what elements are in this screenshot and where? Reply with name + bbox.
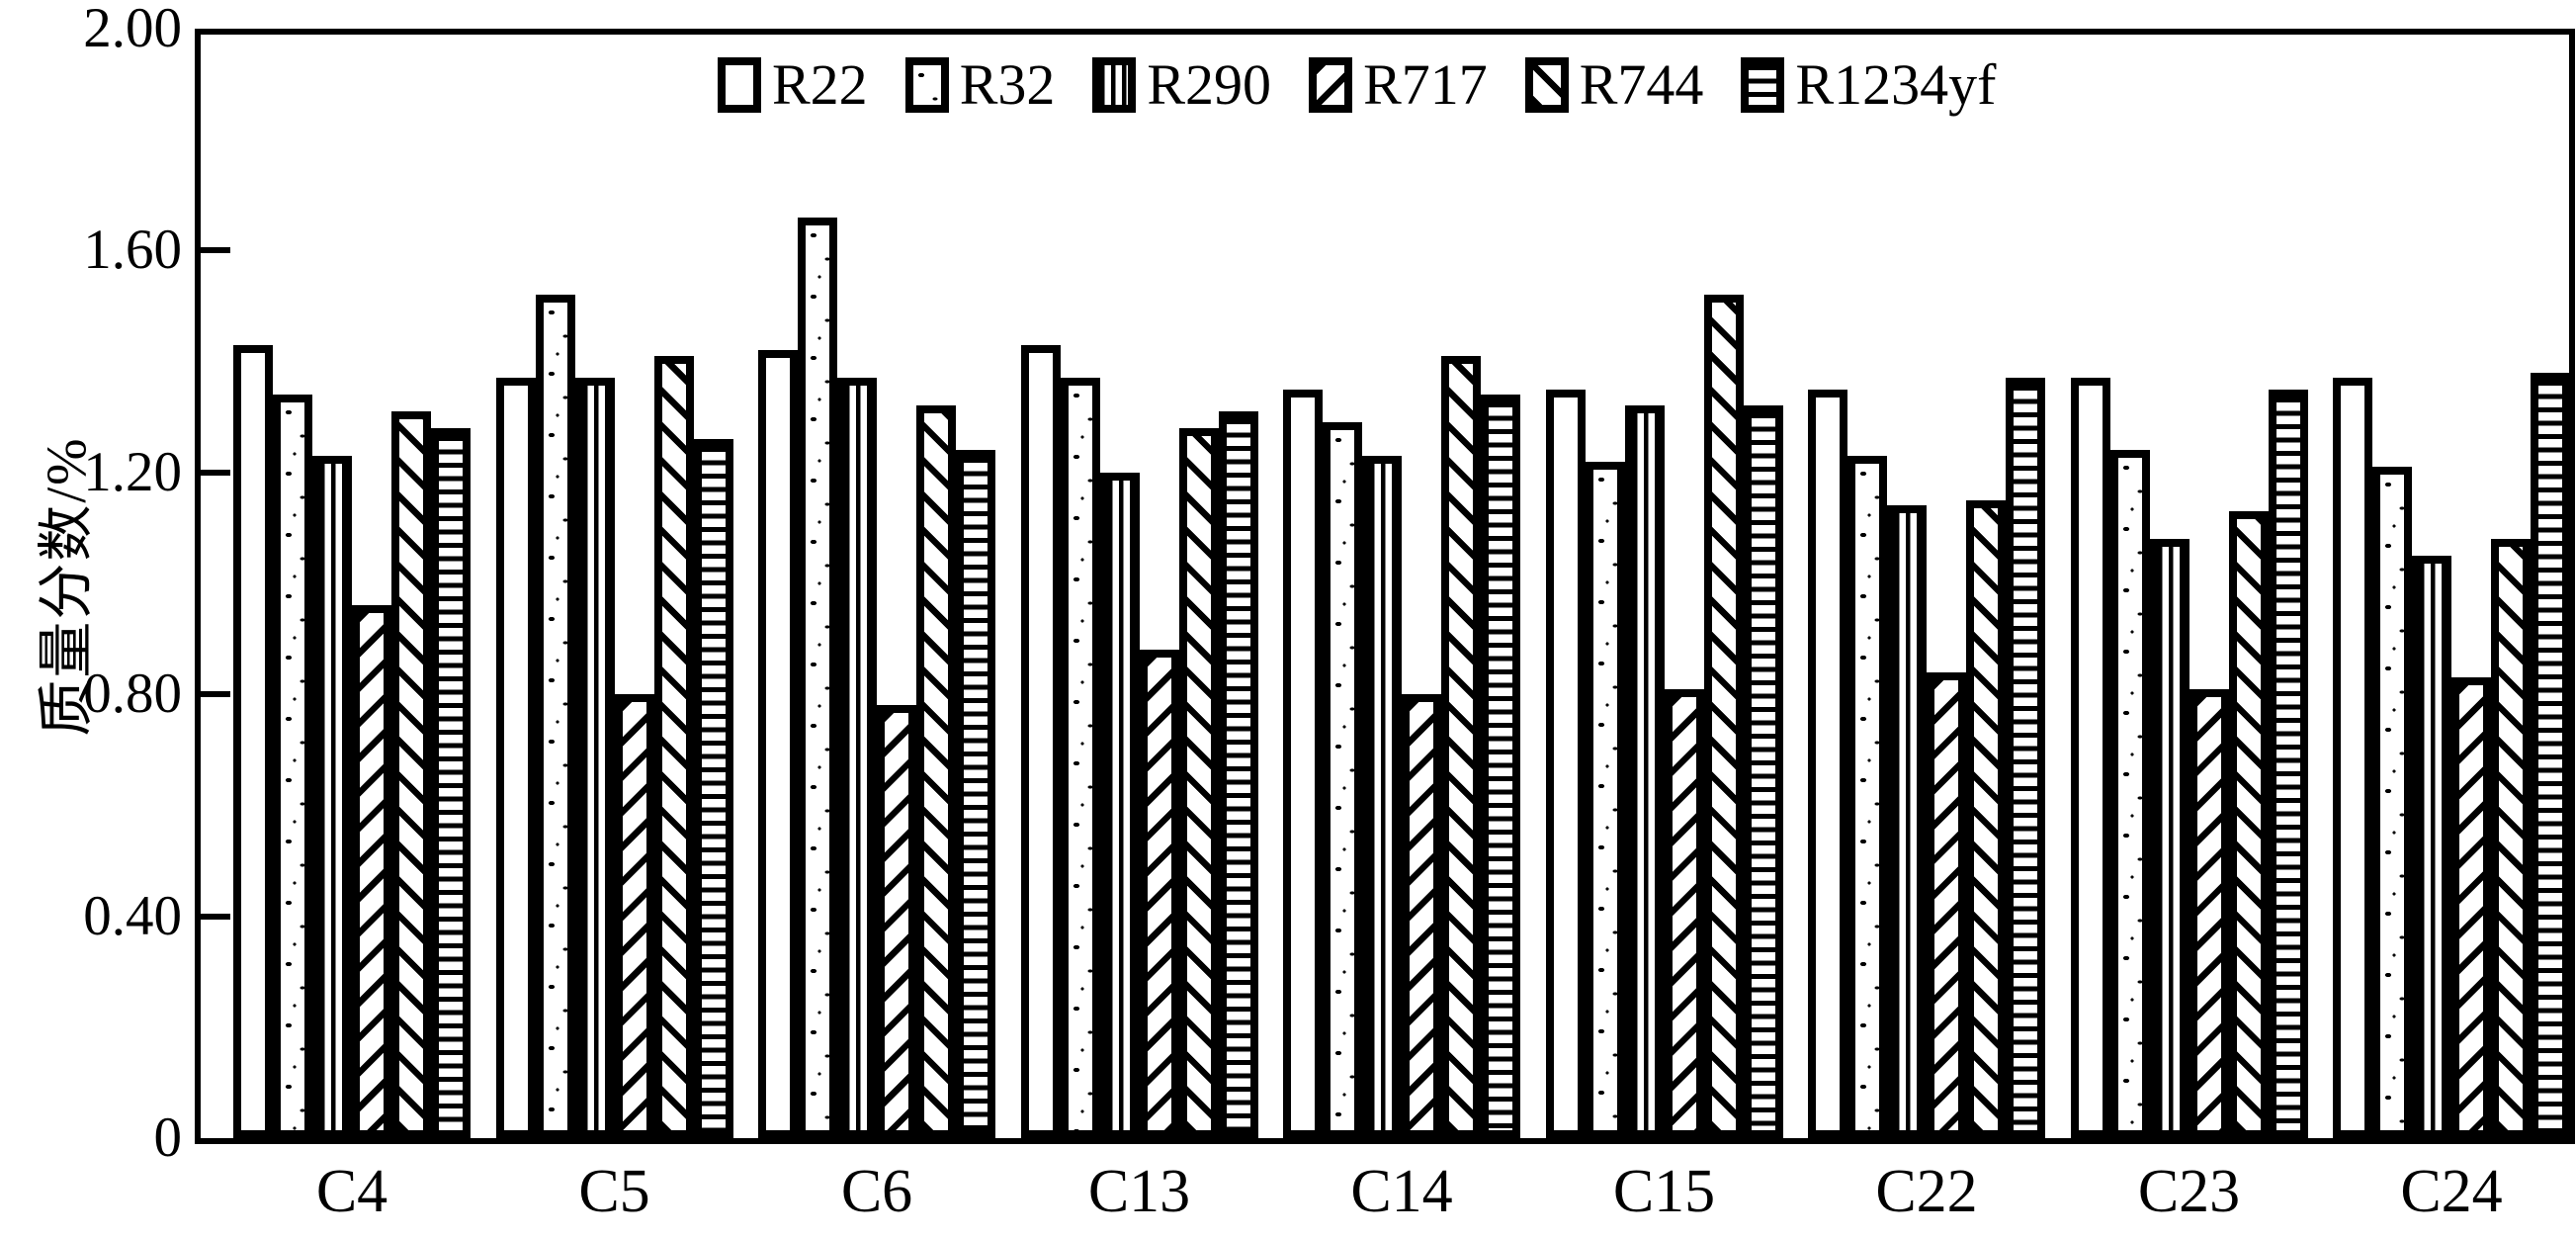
legend-item-r22: R22	[718, 55, 868, 115]
x-tick-label-c15: C15	[1612, 1158, 1716, 1225]
legend-swatch-diagonal-forward-icon	[1524, 57, 1569, 113]
legend-swatch-dots-icon	[904, 57, 949, 113]
legend-label: R744	[1579, 52, 1704, 117]
bar-r290-c23	[2149, 539, 2190, 1138]
bar-r290-c22	[1887, 505, 1927, 1138]
bar-r744-c15	[1703, 295, 1744, 1138]
legend-swatch-none-icon	[718, 57, 761, 113]
legend-label: R1234yf	[1795, 52, 1997, 117]
bar-r22-c24	[2333, 378, 2372, 1138]
bar-r717-c23	[2189, 689, 2229, 1138]
legend-item-r1234yf: R1234yf	[1741, 55, 1996, 115]
x-tick-label-c13: C13	[1087, 1158, 1191, 1225]
bar-r32-c22	[1847, 456, 1887, 1138]
bar-r290-c6	[837, 378, 877, 1138]
legend: R22 R32 R290 R717 R744 R1234yf	[718, 55, 1996, 115]
bar-r744-c5	[653, 356, 694, 1138]
bar-r290-c4	[312, 456, 352, 1138]
bar-r1234yf-c14	[1481, 395, 1520, 1138]
bar-r32-c23	[2109, 450, 2150, 1138]
legend-item-r290: R290	[1092, 55, 1271, 115]
y-tick	[201, 247, 230, 254]
bar-r717-c6	[877, 705, 916, 1138]
bar-r717-c24	[2451, 677, 2491, 1138]
legend-label: R290	[1147, 52, 1272, 117]
bar-r744-c24	[2491, 539, 2531, 1138]
y-tick	[201, 691, 230, 698]
bar-r1234yf-c6	[956, 450, 995, 1138]
bar-r22-c4	[233, 345, 273, 1138]
bar-r22-c22	[1808, 390, 1847, 1138]
bar-r32-c24	[2372, 467, 2412, 1138]
x-tick-label-c6: C6	[840, 1158, 913, 1225]
legend-label: R32	[959, 52, 1056, 117]
y-tick	[201, 469, 230, 476]
bar-r1234yf-c15	[1743, 405, 1783, 1138]
x-tick-label-c5: C5	[578, 1158, 650, 1225]
bar-r717-c4	[352, 605, 391, 1138]
bar-r32-c4	[273, 395, 312, 1138]
y-tick-label: 1.60	[83, 219, 182, 282]
y-tick-label: 1.20	[83, 440, 182, 503]
bar-r717-c5	[614, 694, 654, 1138]
bar-r22-c13	[1020, 345, 1061, 1138]
bar-r717-c14	[1402, 694, 1441, 1138]
bar-r717-c22	[1927, 672, 1966, 1138]
bar-r717-c15	[1664, 689, 1704, 1138]
y-tick-label: 0.80	[83, 663, 182, 726]
bar-r1234yf-c5	[693, 439, 733, 1138]
legend-swatch-horizontal-icon	[1741, 57, 1785, 113]
legend-label: R717	[1363, 52, 1488, 117]
plot-area	[195, 29, 2575, 1144]
bar-r32-c6	[798, 218, 837, 1138]
bar-r22-c6	[758, 350, 798, 1138]
bar-r744-c6	[916, 405, 956, 1138]
bar-r290-c5	[574, 378, 615, 1138]
bar-r32-c14	[1323, 422, 1362, 1138]
x-tick-label-c14: C14	[1350, 1158, 1453, 1225]
bar-r22-c15	[1545, 390, 1586, 1138]
x-tick-label-c24: C24	[2400, 1158, 2503, 1225]
legend-swatch-diagonal-back-icon	[1309, 57, 1353, 113]
bar-r32-c5	[535, 295, 575, 1138]
bar-r290-c24	[2412, 556, 2451, 1138]
legend-label: R22	[772, 52, 868, 117]
y-tick-label: 0	[153, 1106, 183, 1169]
bar-r1234yf-c4	[431, 428, 471, 1138]
x-tick-label-c22: C22	[1875, 1158, 1978, 1225]
bar-r1234yf-c23	[2268, 390, 2308, 1138]
bar-r1234yf-c22	[2006, 378, 2045, 1138]
bar-r744-c22	[1966, 500, 2006, 1138]
bar-r744-c23	[2228, 511, 2269, 1138]
bar-r32-c13	[1060, 378, 1100, 1138]
bar-r290-c13	[1099, 473, 1140, 1138]
y-tick-label: 0.40	[83, 884, 182, 947]
bar-r290-c14	[1362, 456, 1402, 1138]
bar-r744-c13	[1178, 428, 1219, 1138]
legend-item-r32: R32	[904, 52, 1056, 117]
bar-r32-c15	[1585, 462, 1625, 1138]
y-tick	[201, 913, 230, 920]
y-tick-label: 2.00	[83, 0, 182, 59]
legend-item-r717: R717	[1309, 55, 1488, 115]
legend-item-r744: R744	[1524, 52, 1704, 117]
bar-r717-c13	[1139, 650, 1179, 1138]
bar-r22-c5	[495, 378, 536, 1138]
bar-r744-c14	[1441, 356, 1481, 1138]
legend-swatch-vertical-icon	[1092, 57, 1137, 113]
x-tick-label-c23: C23	[2137, 1158, 2241, 1225]
bar-r22-c23	[2070, 378, 2110, 1138]
bar-r22-c14	[1283, 390, 1323, 1138]
bar-r290-c15	[1624, 405, 1665, 1138]
y-axis-title: 质量分数/%	[36, 436, 98, 737]
bar-r1234yf-c13	[1218, 411, 1258, 1138]
bar-r744-c4	[391, 411, 431, 1138]
x-tick-label-c4: C4	[315, 1158, 388, 1225]
bar-r1234yf-c24	[2531, 373, 2570, 1138]
